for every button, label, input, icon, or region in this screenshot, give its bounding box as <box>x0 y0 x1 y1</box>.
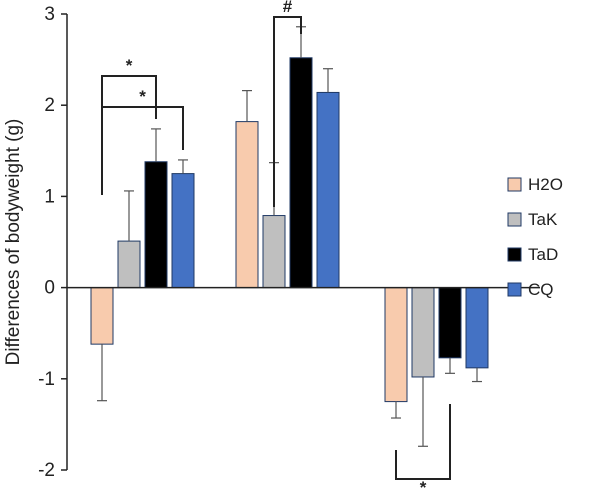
bar-cq <box>171 173 195 289</box>
significance-marker: * <box>126 56 133 75</box>
legend-label-tad: TaD <box>528 245 558 264</box>
significance-bracket <box>395 404 451 480</box>
bar-cq <box>316 91 340 289</box>
y-axis-title: Differences of bodyweight (g) <box>3 119 24 366</box>
significance-bracket <box>101 106 184 195</box>
legend-label-h2o: H2O <box>528 175 563 194</box>
legend-swatch-h2o <box>507 177 522 192</box>
y-tick-label: 3 <box>44 4 55 25</box>
legend-label-cq: CQ <box>528 280 554 299</box>
bar-h2o <box>235 121 259 289</box>
significance-marker: * <box>139 87 146 106</box>
legend: H2O TaK TaD CQ <box>507 175 563 299</box>
bar-h2o <box>384 287 408 403</box>
legend-swatch-tad <box>507 247 522 262</box>
y-tick-label: 1 <box>44 186 55 207</box>
bar-tad <box>289 57 313 289</box>
bar-tak <box>262 215 286 289</box>
legend-swatch-cq <box>507 282 522 297</box>
y-tick-label: -2 <box>38 460 55 481</box>
legend-swatch-tak <box>507 212 522 227</box>
bar-cq <box>465 287 489 369</box>
significance-marker: # <box>283 0 293 16</box>
y-tick-label: 2 <box>44 95 55 116</box>
significance-marker: * <box>420 478 427 493</box>
y-tick-label: 0 <box>44 278 55 299</box>
bar-tad <box>438 287 462 359</box>
legend-label-tak: TaK <box>528 210 558 229</box>
bar-tad <box>144 161 168 289</box>
y-tick-label: -1 <box>38 369 55 390</box>
bar-tak <box>117 240 141 289</box>
bar-h2o <box>90 287 114 345</box>
significance-bracket <box>273 16 302 207</box>
bar-tak <box>411 287 435 378</box>
